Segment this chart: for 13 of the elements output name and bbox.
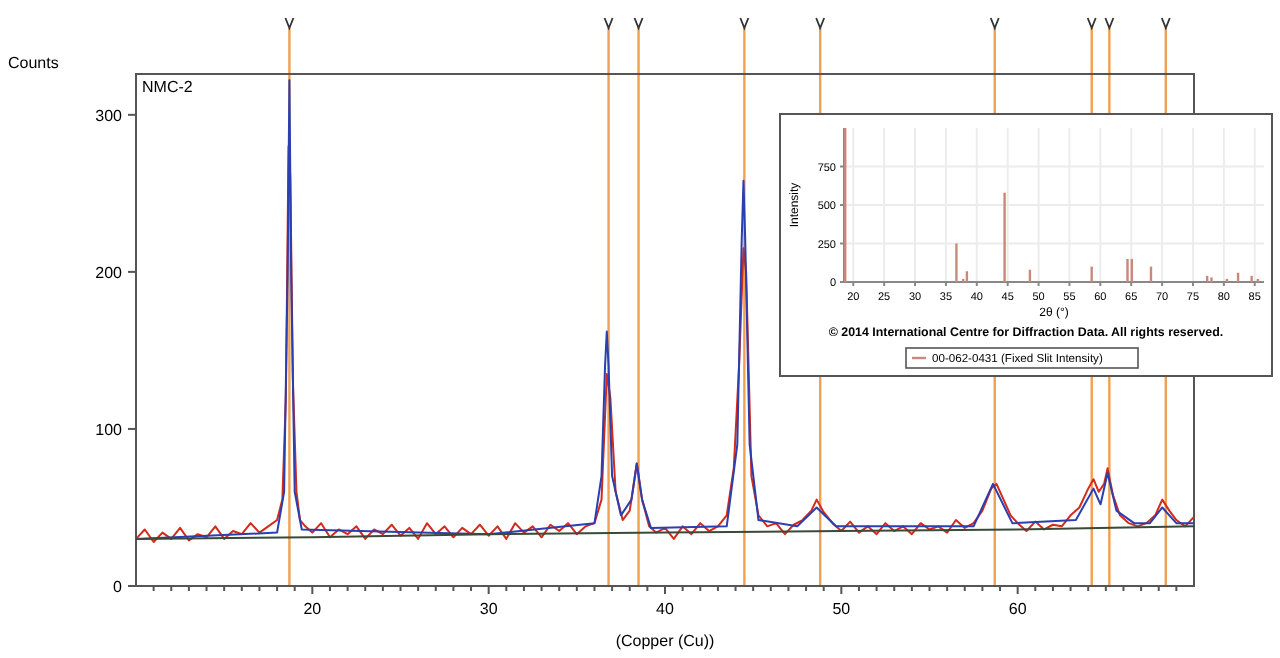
x-tick-label: 30 — [479, 600, 499, 618]
y-tick-label: 300 — [95, 106, 124, 125]
x-tick-label: 20 — [303, 600, 323, 618]
y-tick-label: 200 — [95, 263, 124, 282]
x-tick-label: 40 — [656, 600, 675, 618]
x-axis-title: (Copper (Cu)) — [615, 632, 716, 650]
line-series — [136, 525, 1194, 540]
y-axis-title: Counts — [8, 54, 59, 72]
annotation: NMC-2 — [142, 78, 194, 96]
x-tick-label: 60 — [1008, 600, 1028, 618]
x-tick-label: 50 — [832, 600, 852, 618]
y-tick-label: 0 — [113, 578, 124, 596]
y-tick-label: 100 — [95, 420, 124, 439]
